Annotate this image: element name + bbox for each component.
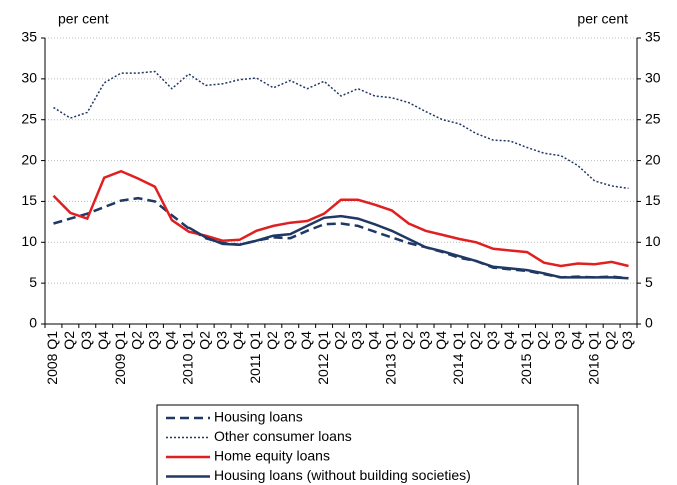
y-tick-label: 35 [21,29,37,45]
x-tick-label: Q4 [163,331,179,350]
x-tick-label: 2010 Q1 [179,331,195,385]
legend-label: Other consumer loans [214,428,352,444]
y-tick-label: 30 [21,70,37,86]
x-tick-label: Q2 [61,331,77,350]
y2-axis-label: per cent [577,11,628,27]
legend-label: Housing loans [214,409,303,425]
x-tick-label: Q2 [264,331,280,350]
x-tick-label: Q2 [399,331,415,350]
x-tick-label: Q3 [146,331,162,350]
x-tick-label: 2012 Q1 [315,331,331,385]
y-tick-label: 0 [29,315,37,331]
series-line [188,214,629,280]
y-tick-label: 25 [21,110,37,126]
x-tick-label: Q4 [95,331,111,350]
x-tick-label: Q4 [230,331,246,350]
x-tick-label: 2009 Q1 [112,331,128,385]
x-tick-label: 2014 Q1 [450,331,466,385]
x-tick-label: Q4 [569,331,585,350]
x-tick-label: Q3 [484,331,500,350]
y2-tick-label: 20 [645,151,661,167]
y2-tick-label: 5 [645,274,653,290]
x-tick-label: 2013 Q1 [382,331,398,385]
y-tick-label: 10 [21,233,37,249]
y2-tick-label: 10 [645,233,661,249]
x-tick-label: 2015 Q1 [518,331,534,385]
legend-box [156,404,579,485]
y2-tick-label: 15 [645,192,661,208]
series-line [53,196,629,280]
x-tick-label: Q3 [213,331,229,350]
x-tick-label: Q3 [349,331,365,350]
legend-label: Home equity loans [214,448,330,464]
y2-tick-label: 25 [645,110,661,126]
x-tick-label: Q3 [78,331,94,350]
x-tick-label: Q3 [281,331,297,350]
y2-tick-label: 30 [645,70,661,86]
y-tick-label: 5 [29,274,37,290]
x-tick-label: 2016 Q1 [585,331,601,385]
x-tick-label: Q2 [129,331,145,350]
y2-tick-label: 0 [645,315,653,331]
x-tick-label: Q3 [416,331,432,350]
x-tick-label: 2011 Q1 [247,331,263,384]
y-tick-label: 20 [21,151,37,167]
x-tick-label: Q3 [552,331,568,350]
x-tick-label: Q4 [366,331,382,350]
x-tick-label: Q4 [298,331,314,350]
y2-tick-label: 35 [645,29,661,45]
x-tick-label: 2008 Q1 [44,331,60,385]
series-line [53,70,629,190]
x-tick-label: Q2 [602,331,618,350]
x-tick-label: Q2 [196,331,212,350]
x-tick-label: Q4 [501,331,517,350]
legend-label: Housing loans (without building societie… [214,467,471,483]
y-axis-label: per cent [58,11,109,27]
series-line [52,169,629,268]
x-tick-label: Q3 [619,331,635,350]
x-tick-label: Q2 [467,331,483,350]
x-tick-label: Q2 [535,331,551,350]
x-tick-label: Q2 [332,331,348,350]
y-tick-label: 15 [21,192,37,208]
x-tick-label: Q4 [433,331,449,350]
